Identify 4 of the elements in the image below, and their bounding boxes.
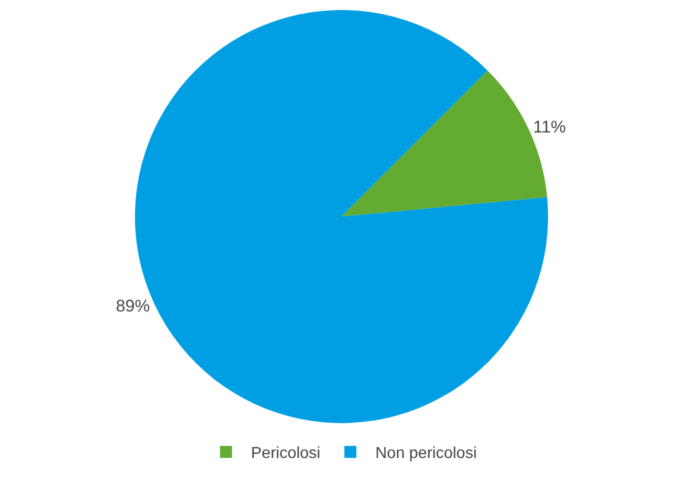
legend-label: Pericolosi xyxy=(251,445,320,462)
legend-label: Non pericolosi xyxy=(375,445,477,462)
data-label: 89% xyxy=(116,296,150,316)
data-label: 11% xyxy=(533,117,566,136)
